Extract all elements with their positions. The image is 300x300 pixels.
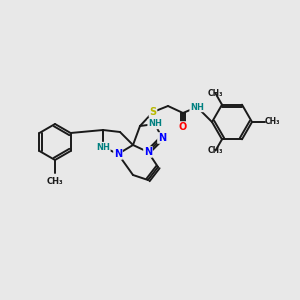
Text: CH₃: CH₃ <box>47 177 63 186</box>
Text: O: O <box>179 122 187 132</box>
Text: CH₃: CH₃ <box>208 146 223 155</box>
Text: NH: NH <box>96 142 110 152</box>
Text: CH₃: CH₃ <box>208 89 223 98</box>
Text: N: N <box>144 147 152 157</box>
Text: NH: NH <box>190 103 204 112</box>
Text: CH₃: CH₃ <box>265 118 280 127</box>
Text: S: S <box>149 107 157 117</box>
Text: N: N <box>114 149 122 159</box>
Text: NH: NH <box>148 119 162 128</box>
Text: N: N <box>158 133 166 143</box>
